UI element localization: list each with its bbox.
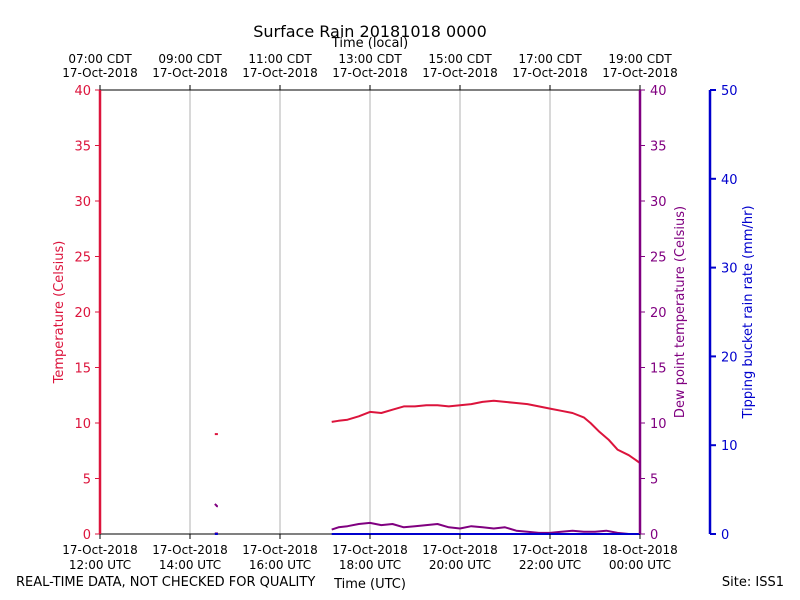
utc-tick-time-label: 18:00 UTC: [339, 558, 401, 572]
dewpoint-tick-label: 30: [650, 195, 667, 210]
local-tick-date-label: 17-Oct-2018: [602, 66, 678, 80]
dewpoint-axis: 0 5 10 15 20 25 30 35 40: [638, 84, 667, 543]
rain-rate-tick-label: 20: [721, 350, 738, 365]
site-label: Site: ISS1: [721, 575, 784, 590]
rain-rate-axis: 0 10 20 30 40 50: [708, 84, 738, 543]
grid-lines: [189, 90, 551, 534]
temperature-tick-label: 35: [74, 140, 91, 155]
dewpoint-tick-label: 15: [650, 362, 667, 377]
local-tick-date-label: 17-Oct-2018: [332, 66, 408, 80]
temperature-tick-label: 0: [83, 528, 91, 543]
utc-tick-date-label: 18-Oct-2018: [602, 543, 678, 557]
temperature-tick-label: 10: [74, 417, 91, 432]
rain-rate-tick-label: 50: [721, 84, 738, 99]
quality-disclaimer: REAL-TIME DATA, NOT CHECKED FOR QUALITY: [16, 575, 316, 590]
local-tick-time-label: 15:00 CDT: [428, 52, 492, 66]
utc-tick-time-label: 00:00 UTC: [609, 558, 671, 572]
dewpoint-tick-label: 35: [650, 140, 667, 155]
temperature-tick-label: 40: [74, 84, 91, 99]
local-tick-time-label: 19:00 CDT: [608, 52, 672, 66]
local-tick-time-label: 13:00 CDT: [338, 52, 402, 66]
temperature-tick-label: 15: [74, 362, 91, 377]
utc-tick-date-label: 17-Oct-2018: [512, 543, 588, 557]
local-tick-date-label: 17-Oct-2018: [512, 66, 588, 80]
rain-rate-axis-label: Tipping bucket rain rate (mm/hr): [741, 205, 756, 419]
rain-rate-tick-label: 30: [721, 262, 738, 277]
local-tick-time-label: 17:00 CDT: [518, 52, 582, 66]
top-axis-label: Time (local): [331, 36, 408, 51]
local-tick-time-label: 11:00 CDT: [248, 52, 312, 66]
rain-rate-tick-label: 40: [721, 173, 738, 188]
dew-point-temperature-line: [214, 503, 218, 508]
temperature-axis-label: Temperature (Celsius): [52, 241, 67, 385]
rain-rate-tick-label: 10: [721, 439, 738, 454]
utc-tick-time-label: 14:00 UTC: [159, 558, 221, 572]
series-layer: [214, 399, 641, 535]
dewpoint-axis-label: Dew point temperature (Celsius): [673, 206, 688, 418]
dewpoint-tick-label: 20: [650, 306, 667, 321]
rain-rate-tick-label: 0: [721, 528, 729, 543]
dewpoint-tick-label: 10: [650, 417, 667, 432]
dew-point-temperature-line: [331, 521, 640, 535]
chart-title: Surface Rain 20181018 0000: [253, 22, 487, 41]
utc-tick-date-label: 17-Oct-2018: [422, 543, 498, 557]
dewpoint-tick-label: 25: [650, 251, 667, 266]
local-tick-time-label: 09:00 CDT: [158, 52, 222, 66]
local-tick-date-label: 17-Oct-2018: [422, 66, 498, 80]
temperature-axis: 0 5 10 15 20 25 30 35 40: [74, 84, 102, 543]
local-tick-date-label: 17-Oct-2018: [152, 66, 228, 80]
utc-tick-date-label: 17-Oct-2018: [332, 543, 408, 557]
utc-tick-date-label: 17-Oct-2018: [62, 543, 138, 557]
utc-tick-date-label: 17-Oct-2018: [242, 543, 318, 557]
temperature-tick-label: 30: [74, 195, 91, 210]
dewpoint-tick-label: 5: [650, 473, 658, 488]
temperature-tick-label: 20: [74, 306, 91, 321]
utc-tick-time-label: 12:00 UTC: [69, 558, 131, 572]
local-tick-date-label: 17-Oct-2018: [242, 66, 318, 80]
local-tick-time-label: 07:00 CDT: [68, 52, 132, 66]
temperature-tick-label: 25: [74, 251, 91, 266]
temperature-line: [331, 399, 641, 464]
utc-tick-date-label: 17-Oct-2018: [152, 543, 228, 557]
utc-tick-time-label: 22:00 UTC: [519, 558, 581, 572]
dewpoint-tick-label: 0: [650, 528, 658, 543]
local-tick-date-label: 17-Oct-2018: [62, 66, 138, 80]
temperature-tick-label: 5: [83, 473, 91, 488]
utc-tick-time-label: 16:00 UTC: [249, 558, 311, 572]
dewpoint-tick-label: 40: [650, 84, 667, 99]
x-axis-label: Time (UTC): [333, 577, 406, 592]
utc-tick-time-label: 20:00 UTC: [429, 558, 491, 572]
